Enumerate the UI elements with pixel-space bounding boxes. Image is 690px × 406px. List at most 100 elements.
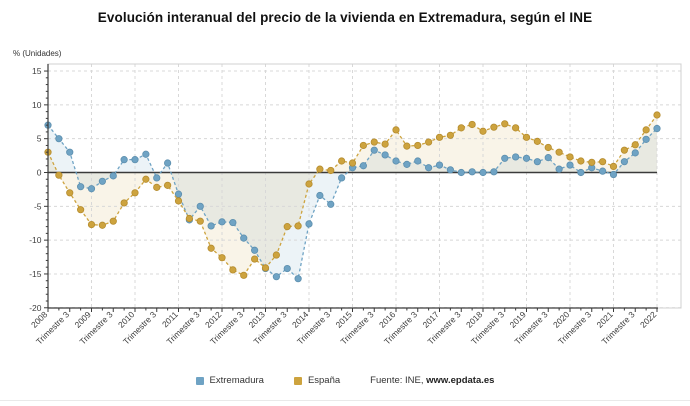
data-point: [533, 158, 541, 166]
data-point: [327, 166, 335, 175]
data-point: [533, 137, 541, 145]
data-point: [240, 271, 248, 279]
data-point: [381, 140, 389, 148]
data-point: [120, 156, 128, 164]
data-point: [218, 254, 226, 262]
data-point: [218, 218, 226, 226]
data-point: [435, 161, 444, 169]
data-point: [55, 135, 63, 143]
data-point: [66, 189, 74, 197]
data-point: [501, 154, 509, 162]
data-point: [305, 220, 313, 228]
data-point: [370, 146, 378, 154]
data-point: [196, 202, 204, 210]
data-point: [251, 246, 259, 254]
espana-swatch-icon: [293, 376, 302, 385]
data-point: [479, 127, 487, 135]
data-point: [653, 111, 661, 119]
data-point: [512, 124, 520, 132]
y-tick-label: -15: [29, 269, 42, 279]
data-point: [87, 185, 96, 193]
data-point: [446, 166, 454, 174]
data-point: [77, 206, 85, 214]
data-point: [599, 158, 607, 166]
series-line: [47, 114, 658, 277]
data-point: [642, 135, 650, 143]
data-point: [109, 217, 117, 225]
data-point: [457, 168, 465, 177]
data-point: [229, 218, 237, 227]
series-line: [47, 124, 658, 280]
data-point: [577, 168, 585, 177]
data-point: [490, 123, 498, 131]
data-point: [544, 154, 552, 162]
data-point: [120, 199, 128, 207]
data-point: [631, 141, 639, 149]
bottom-divider: [0, 400, 690, 401]
data-point: [359, 141, 367, 150]
data-point: [153, 183, 161, 191]
data-point: [642, 126, 650, 134]
data-point: [381, 151, 389, 159]
data-point: [142, 175, 150, 183]
data-point: [196, 217, 204, 225]
y-tick-label: -10: [29, 235, 42, 245]
data-point: [359, 162, 367, 170]
extremadura-swatch-icon: [195, 376, 204, 385]
data-point: [468, 120, 476, 129]
data-point: [468, 168, 476, 176]
data-point: [283, 223, 291, 231]
data-point: [327, 200, 335, 208]
data-point: [501, 120, 509, 128]
data-point: [316, 191, 324, 200]
data-point: [283, 264, 291, 273]
legend-item-espana: España: [293, 375, 341, 386]
data-point: [164, 181, 172, 189]
data-point: [131, 156, 139, 164]
data-point: [599, 167, 607, 175]
data-point: [294, 222, 302, 230]
y-tick-label: 0: [37, 168, 42, 178]
data-point: [153, 174, 161, 182]
legend-item-extremadura: Extremadura: [195, 375, 264, 386]
data-point: [479, 168, 487, 177]
data-point: [174, 190, 183, 198]
data-point: [522, 154, 531, 162]
data-point: [653, 124, 661, 133]
data-point: [174, 197, 183, 205]
data-point: [240, 234, 248, 242]
data-point: [555, 165, 563, 173]
data-point: [370, 138, 378, 146]
data-point: [66, 148, 74, 156]
data-point: [609, 162, 618, 171]
data-point: [566, 153, 574, 161]
data-point: [435, 133, 444, 141]
x-tick-label: 2022: [638, 309, 659, 330]
series-extremadura: [44, 121, 661, 283]
data-point: [512, 153, 520, 161]
source-text: Fuente: INE, www.epdata.es: [370, 375, 494, 386]
y-tick-label: 5: [37, 134, 42, 144]
data-point: [272, 251, 280, 259]
chart-title: Evolución interanual del precio de la vi…: [97, 10, 593, 25]
data-point: [142, 150, 150, 158]
data-point: [414, 141, 422, 150]
data-point: [316, 165, 324, 173]
data-point: [577, 157, 585, 165]
data-point: [620, 146, 628, 154]
data-point: [446, 131, 454, 139]
source-prefix: Fuente: INE,: [370, 375, 424, 386]
legend-label-extremadura: Extremadura: [209, 375, 264, 386]
data-point: [98, 221, 106, 229]
y-tick-label: -20: [29, 303, 42, 313]
data-point: [555, 148, 563, 156]
y-axis-unit-label: % (Unidades): [13, 49, 62, 58]
data-point: [305, 180, 313, 188]
legend-label-espana: España: [307, 375, 341, 386]
data-point: [55, 171, 63, 179]
data-point: [620, 158, 628, 166]
data-point: [98, 177, 106, 185]
data-point: [631, 149, 639, 157]
